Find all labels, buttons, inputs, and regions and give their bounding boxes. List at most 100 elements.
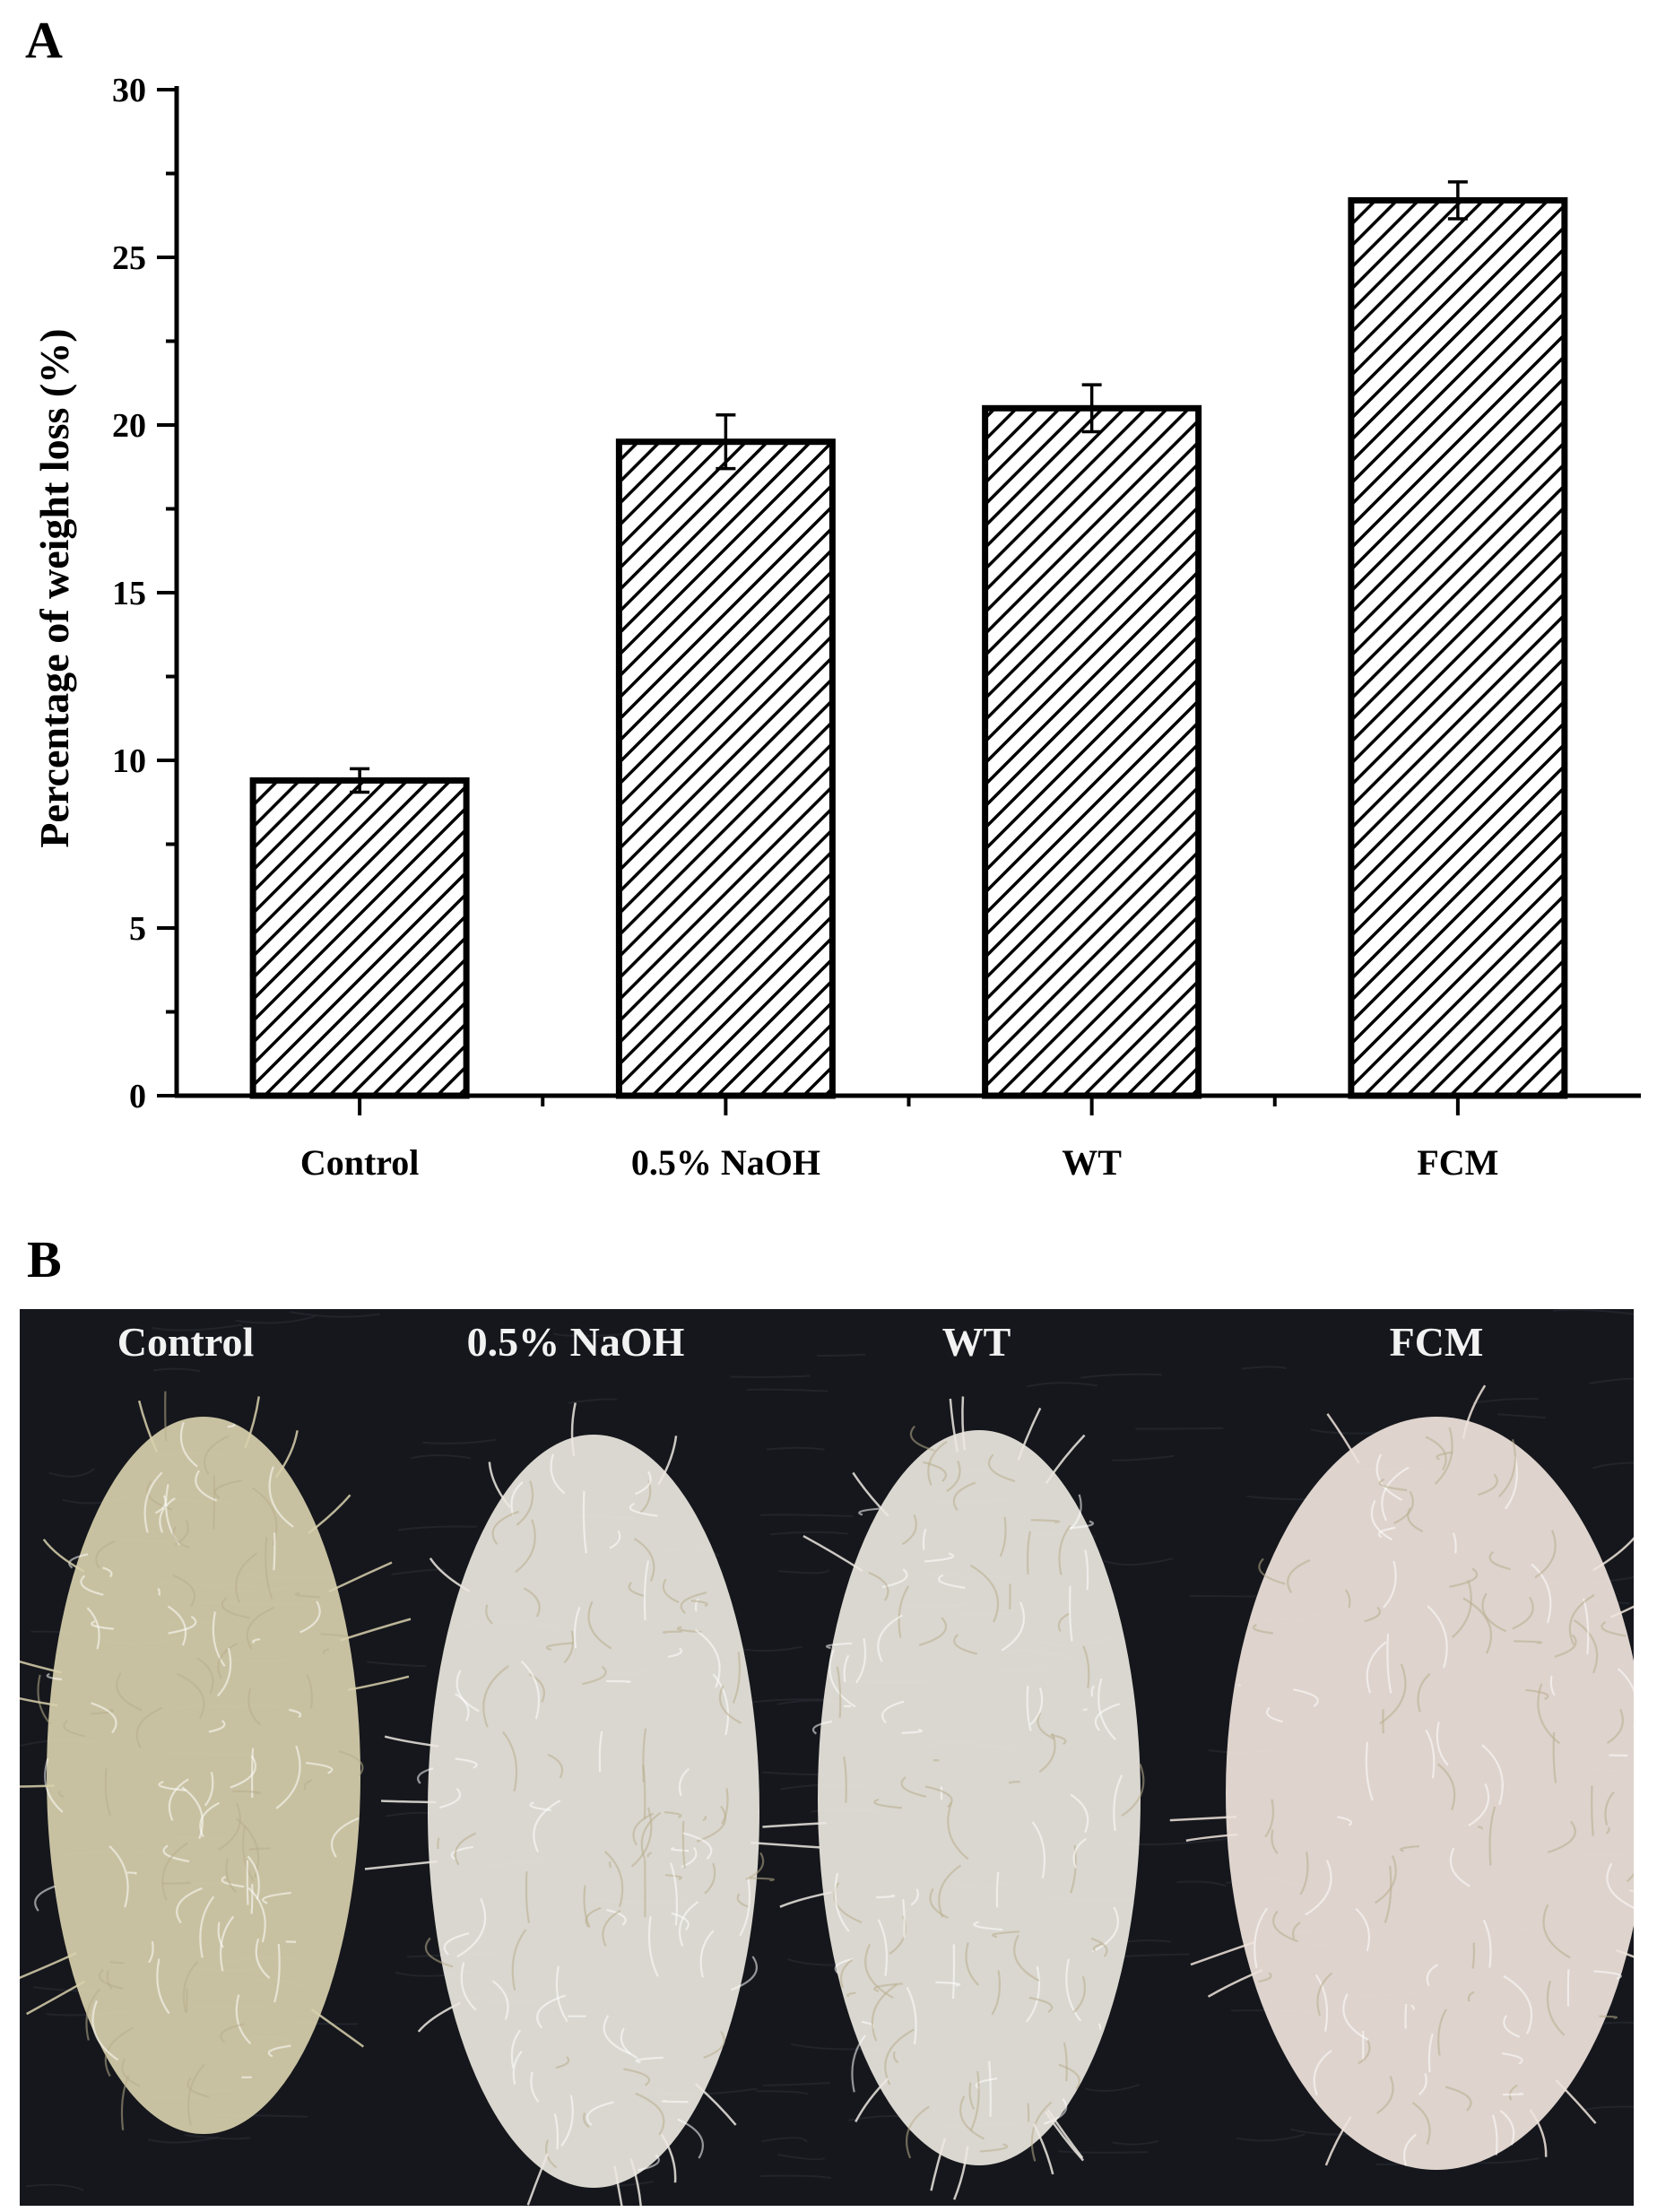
fiber-strand <box>718 1685 742 1724</box>
fiber-strand <box>563 1630 575 1664</box>
fiber-strand <box>306 1674 313 1709</box>
fiber-strand <box>491 1980 509 2020</box>
texture-crease <box>1116 1953 1190 1958</box>
fiber-strand <box>991 1970 1002 2016</box>
fiber-strand <box>952 1481 976 1512</box>
bar-0 <box>249 776 470 1099</box>
fiber-strand <box>294 1592 321 1599</box>
fiber-strand <box>871 1983 898 2042</box>
fiber-strand <box>953 1634 978 1655</box>
fiber-strand <box>1030 2101 1053 2162</box>
fiber-strand <box>1305 1860 1332 1916</box>
fiber-strand <box>1417 1672 1431 1713</box>
fiber-strand <box>255 1939 271 1979</box>
fiber-strand <box>1063 2042 1068 2082</box>
fiber-strand <box>168 1616 197 1635</box>
fiber-strand <box>959 2095 985 2140</box>
fiber-strand <box>662 1578 680 1604</box>
fiber-strand <box>525 1870 531 1923</box>
texture-crease <box>817 1353 866 1358</box>
fiber-strand <box>1013 1934 1040 1982</box>
fiber-strand <box>1627 1872 1634 1883</box>
fiber-strand <box>1097 2023 1102 2030</box>
fiber-strand <box>161 1881 192 1885</box>
fiber-strand <box>1512 1596 1534 1630</box>
fiber-strand <box>678 1901 699 1947</box>
fiber-strand <box>1491 2114 1498 2156</box>
texture-crease <box>1472 1398 1539 1404</box>
bar-3 <box>1348 196 1568 1099</box>
fiber-strand <box>303 1779 313 1791</box>
fiber-strand <box>1599 2015 1618 2019</box>
fiber-strand <box>732 1652 741 1704</box>
fiber-strand <box>116 1672 143 1712</box>
fiber-strand <box>455 1670 480 1713</box>
fiber-strand <box>900 1776 927 1798</box>
loose-fiber <box>1462 1384 1487 1439</box>
loose-fiber <box>1032 2123 1054 2175</box>
fiber-strand <box>91 2000 119 2061</box>
bar-2 <box>982 404 1202 1099</box>
fiber-strand <box>609 1530 621 1549</box>
fiber-strand <box>587 1600 612 1650</box>
fiber-strand <box>682 1832 713 1861</box>
fiber-strand <box>1531 1563 1552 1624</box>
fiber-strand <box>143 1471 163 1533</box>
texture-crease <box>1135 1427 1224 1430</box>
fiber-strand <box>104 2026 134 2078</box>
texture-crease <box>1236 2133 1306 2142</box>
fiber-strand <box>855 1638 867 1684</box>
fiber-strand <box>273 1943 281 2003</box>
fiber-strand <box>1481 1744 1504 1806</box>
fiber-strand <box>289 1708 302 1719</box>
fiber-strand <box>605 1679 631 1683</box>
fiber-strand <box>104 1767 112 1817</box>
fiber-strand <box>217 1802 241 1852</box>
texture-crease <box>568 1398 618 1404</box>
fiber-strand <box>1026 1686 1032 1731</box>
fiber-bundle-body <box>428 1435 759 2188</box>
fiber-strand <box>892 2051 899 2064</box>
fiber-strand <box>632 1812 655 1846</box>
fiber-strand <box>164 1391 168 1442</box>
fiber-strand <box>988 2060 992 2117</box>
fiber-strand <box>635 2056 664 2064</box>
fiber-strand <box>482 1665 509 1728</box>
fiber-strand <box>969 2070 980 2132</box>
fiber-strand <box>511 1929 527 1991</box>
fiber-strand <box>1028 1996 1054 2013</box>
bar-1 <box>615 438 836 1099</box>
fiber-strand <box>1497 1439 1516 1498</box>
loose-fiber <box>613 2165 623 2206</box>
fiber-strand <box>664 1810 682 1818</box>
fiber-strand <box>1266 1706 1283 1723</box>
fiber-strand <box>299 1600 321 1634</box>
fiber-strand <box>1566 1969 1570 2007</box>
fiber-strand <box>63 1720 86 1738</box>
fiber-strand <box>1554 1634 1577 1658</box>
fiber-strand <box>868 1571 889 1601</box>
fiber-strand <box>516 1480 534 1526</box>
fiber-strand <box>1451 1579 1472 1639</box>
texture-crease <box>730 1375 811 1378</box>
loose-fiber <box>137 1400 158 1453</box>
fiber-strand <box>1375 1855 1397 1904</box>
fiber-strand <box>1384 1865 1392 1923</box>
fiber-strand <box>1573 1619 1599 1674</box>
fiber-strand <box>90 1708 115 1715</box>
fiber-strand <box>1314 1973 1329 2032</box>
fiber-strand <box>1313 2049 1332 2096</box>
fiber-strand <box>736 1893 749 1908</box>
texture-crease <box>769 1531 848 1536</box>
fiber-strand <box>1503 2015 1521 2038</box>
fiber-strand <box>1008 1781 1020 1784</box>
loose-fiber <box>1592 1536 1634 1572</box>
fiber-strand <box>1425 1729 1436 1779</box>
fiber-strand <box>946 1460 961 1493</box>
fiber-strand <box>1378 1478 1408 1492</box>
fiber-strand <box>268 1466 294 1528</box>
fiber-strand <box>1370 1499 1393 1541</box>
fiber-strand <box>221 1597 250 1619</box>
fiber-strand <box>515 1519 536 1574</box>
texture-crease <box>1058 2150 1149 2154</box>
